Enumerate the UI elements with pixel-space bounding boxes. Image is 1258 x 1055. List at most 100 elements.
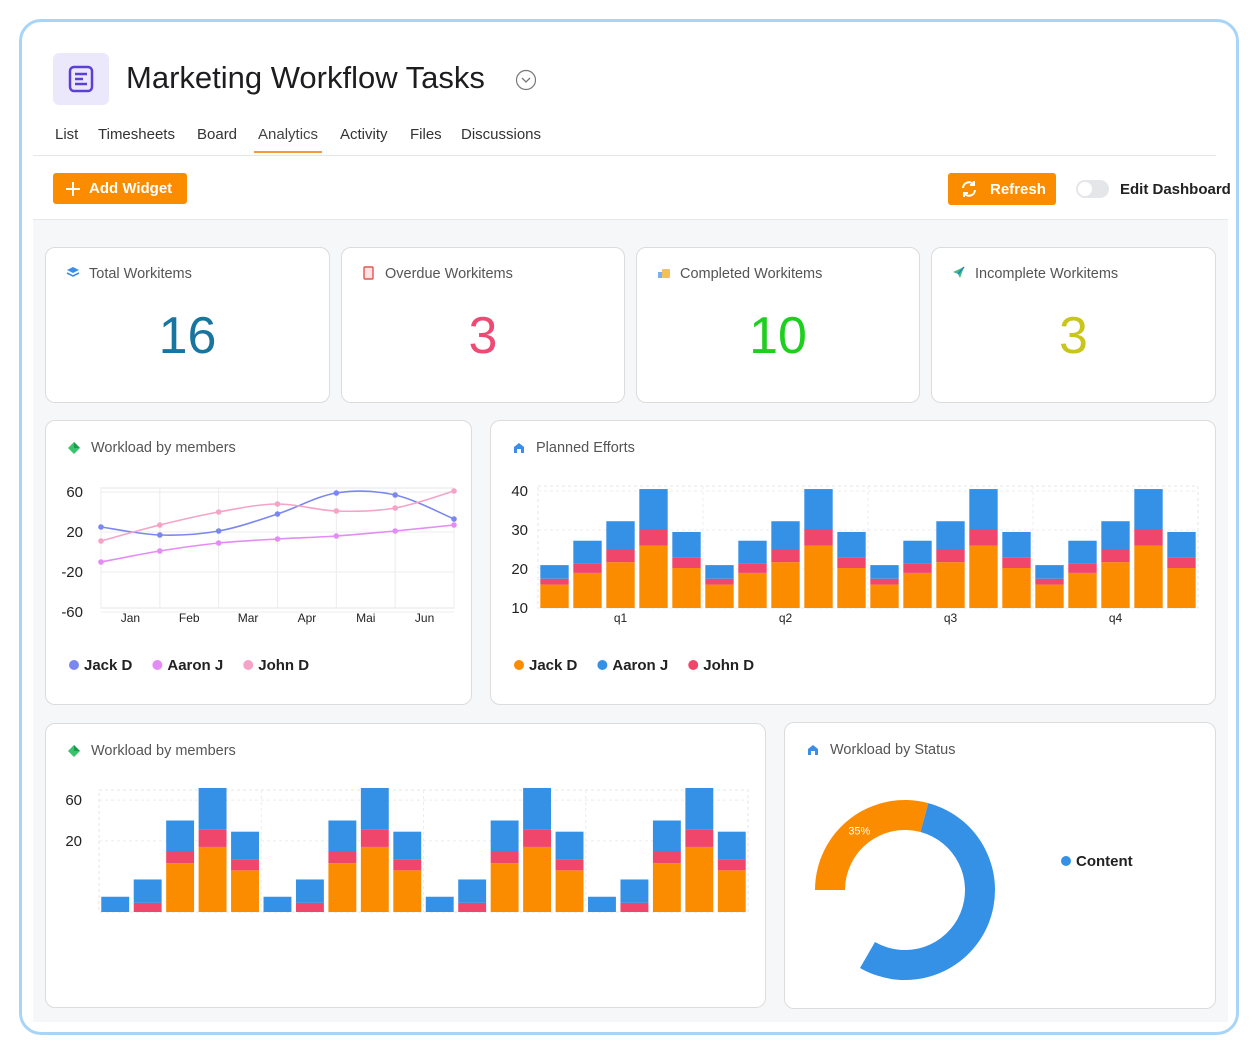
data-point <box>451 522 457 528</box>
legend-label: Aaron J <box>612 657 668 674</box>
bar-segment <box>198 787 227 830</box>
bar-segment <box>652 851 681 864</box>
tab[interactable]: Discussions <box>461 126 542 143</box>
data-point <box>215 509 222 515</box>
bar-segment <box>1035 584 1064 608</box>
data-point <box>157 532 163 538</box>
chart-icon <box>514 443 524 453</box>
bar-segment <box>425 896 454 912</box>
legend-marker <box>514 660 524 670</box>
data-point <box>157 522 163 528</box>
bar-segment <box>555 831 584 860</box>
legend-marker <box>69 660 79 670</box>
project-title: Marketing Workflow Tasks <box>126 60 485 95</box>
bar-segment <box>870 565 899 579</box>
add-widget-button[interactable]: Add Widget <box>53 173 187 204</box>
bar-segment <box>166 851 195 864</box>
data-point <box>274 536 281 542</box>
bar-segment <box>672 568 701 608</box>
bar-segment <box>804 545 833 608</box>
bar-segment <box>360 846 389 912</box>
tab[interactable]: Timesheets <box>98 126 175 143</box>
bar-segment <box>705 584 734 608</box>
legend-marker <box>152 660 163 670</box>
bar-segment <box>393 870 422 912</box>
bar-segment <box>393 859 422 871</box>
refresh-button[interactable]: Refresh <box>948 173 1056 205</box>
stat-icon <box>363 266 374 280</box>
bar-segment <box>738 540 767 564</box>
bar-segment <box>652 820 681 851</box>
edit-toggle[interactable] <box>1076 180 1109 198</box>
bar-segment <box>1101 562 1130 608</box>
stat-icon <box>66 267 80 277</box>
bar-segment <box>672 557 701 569</box>
bar-segment <box>166 863 195 912</box>
y-tick-label: 40 <box>511 483 528 500</box>
title-dropdown[interactable] <box>515 69 537 91</box>
legend-label: John D <box>258 657 309 674</box>
bar-segment <box>620 902 649 912</box>
bar-segment <box>1002 557 1031 569</box>
bar-segment <box>837 531 866 558</box>
data-point <box>98 559 104 565</box>
bar-segment <box>804 489 833 530</box>
bar-segment <box>717 870 746 912</box>
donut-chart: 35% Content <box>815 800 1133 980</box>
tab[interactable]: Activity <box>340 126 388 143</box>
stat-value: 16 <box>158 307 217 365</box>
tab[interactable]: Analytics <box>254 126 323 153</box>
data-point <box>215 540 222 546</box>
y-tick-label: 60 <box>65 792 82 809</box>
bar-segment <box>523 829 552 847</box>
y-tick-label: 10 <box>511 600 528 617</box>
chart-card: 40 30 20 10 q1 q2 q3 q4 Jack D Aaron J John D Plan… <box>490 420 1216 705</box>
button-label: Refresh <box>990 180 1046 198</box>
bar-segment <box>1101 521 1130 550</box>
bar-segment <box>231 859 259 871</box>
donut-slice <box>860 803 995 980</box>
bar-segment <box>393 831 422 860</box>
bar-segment <box>717 859 746 871</box>
bar-segment <box>639 529 668 546</box>
bar-segment <box>652 863 681 912</box>
chart-card: 60 20 Workload by members <box>45 723 766 1008</box>
bar-segment <box>1167 568 1196 608</box>
bar-segment <box>360 829 389 847</box>
bar-segment <box>490 863 519 912</box>
x-tick-label: q3 <box>944 611 958 625</box>
slice-label: 35% <box>848 825 870 837</box>
bar-segment <box>198 846 227 912</box>
stat-icon <box>658 269 670 278</box>
tab[interactable]: List <box>55 126 79 143</box>
refresh-icon <box>962 181 976 197</box>
data-point <box>451 488 457 494</box>
bar-segment <box>620 879 649 903</box>
bar-segment <box>1068 540 1097 564</box>
data-point <box>392 505 398 511</box>
tab[interactable]: Board <box>197 126 238 143</box>
tab[interactable]: Files <box>410 126 442 143</box>
bar-segment <box>540 565 569 579</box>
y-tick-label: -60 <box>61 604 83 621</box>
button-label: Add Widget <box>89 180 173 197</box>
stat-card: Incomplete Workitems 3 <box>931 247 1216 403</box>
data-point <box>392 528 398 534</box>
legend-marker <box>243 660 254 670</box>
x-tick-label: q2 <box>779 611 793 625</box>
chart-title: Workload by members <box>91 440 236 456</box>
chart-title: Planned Efforts <box>536 440 635 456</box>
edit-dashboard-label: Edit Dashboard <box>1120 181 1231 198</box>
bar-segment <box>1101 549 1130 563</box>
bar-segment <box>969 545 998 608</box>
bar-segment <box>523 846 552 912</box>
stat-label: Overdue Workitems <box>385 266 513 282</box>
bar-segment <box>573 540 602 564</box>
bar-segment <box>295 902 324 912</box>
bar-segment <box>1167 557 1196 569</box>
bar-segment <box>771 562 800 608</box>
stat-icon <box>953 266 965 278</box>
y-tick-label: 60 <box>66 484 83 501</box>
bar-segment <box>639 489 668 530</box>
data-point <box>157 548 163 554</box>
